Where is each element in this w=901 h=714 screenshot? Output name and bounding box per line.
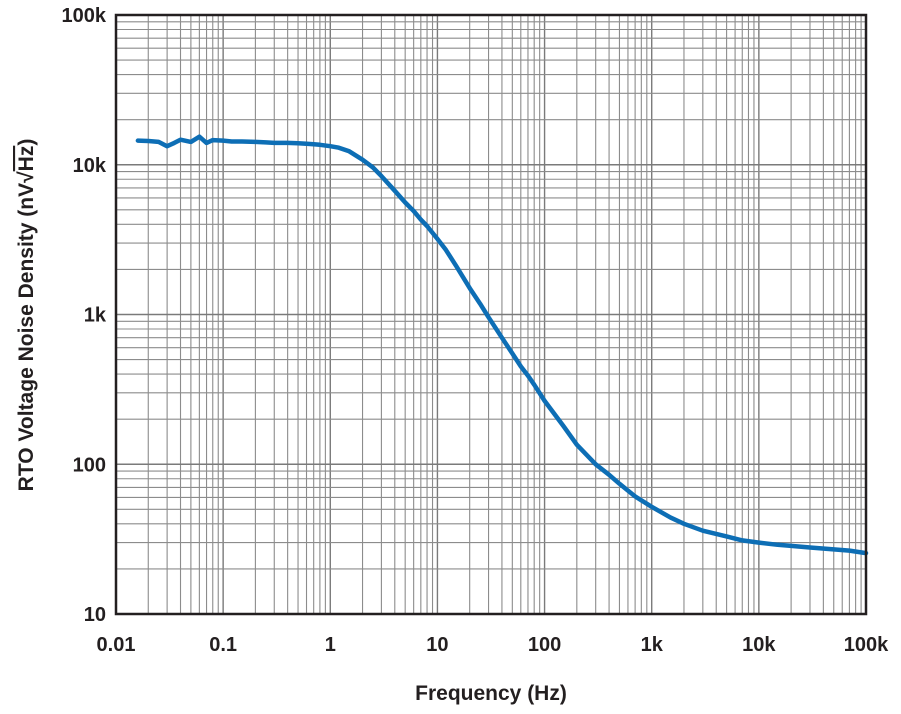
noise-density-series-line (135, 134, 869, 556)
y-axis-title-radicand: Hz (15, 146, 38, 172)
x-axis-title: Frequency (Hz) (415, 682, 567, 705)
x-tick-label: 100 (528, 634, 561, 656)
data-layer (135, 134, 869, 556)
y-tick-label: 100k (62, 5, 107, 27)
y-tick-labels: 10 100 1k 10k 100k (62, 5, 107, 626)
y-tick-label: 100 (73, 454, 106, 476)
y-tick-label: 10 (84, 604, 106, 626)
plot-frame (114, 13, 868, 616)
y-axis-title-radical: √ (15, 171, 38, 183)
x-tick-label: 10 (426, 634, 448, 656)
x-tick-label: 1 (325, 634, 336, 656)
x-tick-label: 0.01 (97, 634, 136, 656)
x-tick-label: 0.1 (209, 634, 237, 656)
y-tick-label: 10k (73, 155, 107, 177)
y-axis-title: RTO Voltage Noise Density (nV√Hz) (15, 139, 38, 492)
y-axis-title-suffix: ) (15, 139, 38, 146)
x-tick-label: 10k (742, 634, 776, 656)
grid-lines (115, 15, 866, 615)
x-tick-label: 1k (641, 634, 664, 656)
x-tick-label: 100k (844, 634, 889, 656)
y-tick-label: 1k (84, 305, 107, 327)
y-axis-title-prefix: RTO Voltage Noise Density (nV (15, 183, 38, 491)
x-tick-labels: 0.01 0.1 1 10 100 1k 10k 100k (97, 634, 890, 656)
